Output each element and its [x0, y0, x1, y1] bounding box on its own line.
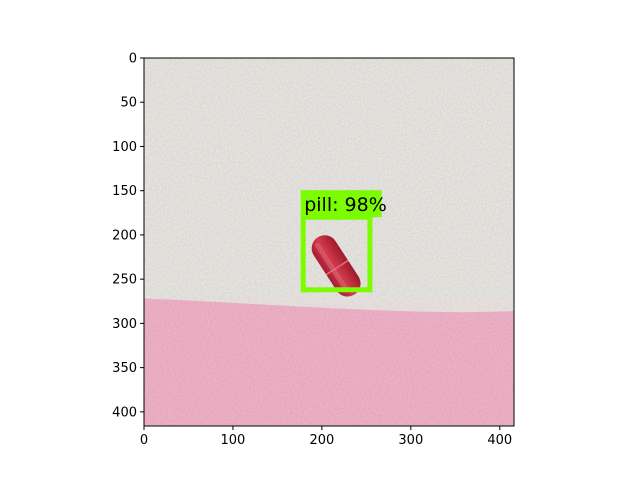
axes-frame — [143, 57, 515, 427]
pink-surface-texture — [144, 298, 514, 426]
red-capsule-image — [311, 235, 361, 297]
y-tick-label: 300 — [112, 317, 137, 332]
x-tick-label: 200 — [309, 433, 334, 448]
y-tick-label: 100 — [112, 140, 137, 155]
x-axis: 0 100 200 300 400 — [140, 426, 512, 448]
y-tick-label: 250 — [112, 273, 137, 288]
y-tick-label: 350 — [112, 361, 137, 376]
y-tick-label: 400 — [112, 405, 137, 420]
y-tick-label: 150 — [112, 184, 137, 199]
x-tick-label: 0 — [140, 433, 148, 448]
detection-label-background — [300, 190, 382, 218]
x-tick-label: 400 — [487, 433, 512, 448]
x-tick-label: 100 — [221, 433, 246, 448]
detection-label: pill: 98% — [304, 194, 387, 216]
y-tick-label: 200 — [112, 228, 137, 243]
capsule-shape — [311, 235, 361, 297]
y-tick-label: 0 — [129, 52, 137, 67]
photo-image — [144, 58, 514, 426]
detections-layer: pill: 98% — [300, 190, 387, 293]
x-tick-label: 300 — [398, 433, 423, 448]
y-axis: 0 50 100 150 200 250 300 350 400 — [112, 52, 144, 420]
y-tick-label: 50 — [120, 96, 137, 111]
